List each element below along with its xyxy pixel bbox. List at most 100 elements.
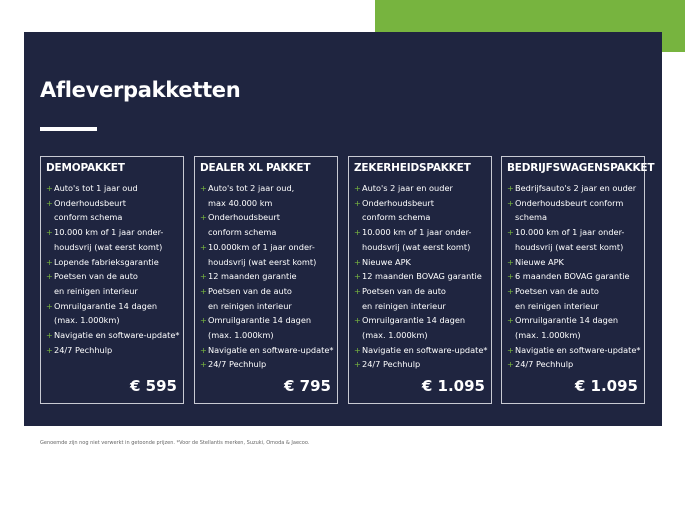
plus-icon: + xyxy=(507,183,514,193)
package-price: € 1.095 xyxy=(574,377,638,395)
package-name: BEDRIJFSWAGENSPAKKET xyxy=(507,162,655,174)
package-card: DEALER XL PAKKET + Auto's tot 2 jaar oud, m… xyxy=(194,156,338,404)
list-item: +24/7 Pechhulp xyxy=(46,343,181,358)
list-item: + Poetsen van de auto en reinigen interieu… xyxy=(507,284,642,313)
package-items: + Auto's tot 1 jaar oud + Onderhoudsbeurt co… xyxy=(46,181,181,357)
plus-icon: + xyxy=(507,344,514,355)
item-text: Navigatie en software-update* xyxy=(208,344,334,355)
item-text: Navigatie en software-update* xyxy=(362,344,488,355)
item-text: Poetsen van de auto xyxy=(54,271,138,282)
page-title: Afleverpakketten xyxy=(40,78,241,102)
plus-icon: + xyxy=(507,315,514,326)
list-item: + Onderhoudsbeurt conform schema xyxy=(200,210,335,239)
list-item: + Onderhoudsbeurt conform schema xyxy=(46,196,181,225)
item-text: 24/7 Pechhulp xyxy=(362,359,421,370)
list-item: +24/7 Pechhulp xyxy=(354,357,489,372)
item-text: Onderhoudsbeurt xyxy=(362,197,434,208)
item-text: houdsvrij (wat eerst komt) xyxy=(54,241,163,252)
list-item: +10.000 km of 1 jaar onder-houdsvrij (wa… xyxy=(46,225,181,254)
plus-icon: + xyxy=(200,285,207,296)
list-item: + Omruilgarantie 14 dagen (max. 1.000km) xyxy=(507,313,642,342)
item-text: Poetsen van de auto xyxy=(362,285,446,296)
plus-icon: + xyxy=(46,256,53,267)
item-text: Onderhoudsbeurt xyxy=(208,212,280,223)
list-item: + Onderhoudsbeurt conform schema xyxy=(507,196,642,225)
list-item: + Auto's 2 jaar en ouder xyxy=(354,181,489,196)
item-text: Auto's tot 1 jaar oud xyxy=(54,183,138,193)
item-text: houdsvrij (wat eerst komt) xyxy=(208,256,317,267)
plus-icon: + xyxy=(507,197,514,208)
list-item: + Auto's tot 2 jaar oud, max 40.000 km xyxy=(200,181,335,210)
plus-icon: + xyxy=(46,330,53,341)
plus-icon: + xyxy=(354,271,361,282)
package-items: + Bedrijfsauto's 2 jaar en ouder + Onderhou… xyxy=(507,181,642,372)
item-text: en reinigen interieur xyxy=(515,300,599,311)
list-item: +10.000km of 1 jaar onder-houdsvrij (wat… xyxy=(200,240,335,269)
item-text: Onderhoudsbeurt conform xyxy=(515,197,624,208)
list-item: + Omruilgarantie 14 dagen (max. 1.000km) xyxy=(354,313,489,342)
plus-icon: + xyxy=(200,212,207,223)
item-text: (max. 1.000km) xyxy=(362,330,428,341)
item-text: Nieuwe APK xyxy=(362,256,411,267)
item-text: (max. 1.000km) xyxy=(515,330,581,341)
item-text: 24/7 Pechhulp xyxy=(515,359,574,370)
item-text: Auto's 2 jaar en ouder xyxy=(362,183,453,193)
item-text: Omruilgarantie 14 dagen xyxy=(54,300,158,311)
item-text: Auto's tot 2 jaar oud, xyxy=(208,183,295,193)
item-text: 10.000 km of 1 jaar onder- xyxy=(515,227,625,238)
plus-icon: + xyxy=(200,344,207,355)
item-text: conform schema xyxy=(208,227,277,238)
list-item: + Lopende fabrieksgarantie xyxy=(46,255,181,270)
item-text: en reinigen interieur xyxy=(54,285,138,296)
package-card: ZEKERHEIDSPAKKET + Auto's 2 jaar en ouder +… xyxy=(348,156,492,404)
list-item: +24/7 Pechhulp xyxy=(507,357,642,372)
plus-icon: + xyxy=(354,359,361,370)
item-text: 24/7 Pechhulp xyxy=(54,344,113,355)
plus-icon: + xyxy=(200,271,207,282)
list-item: + Nieuwe APK xyxy=(507,255,642,270)
plus-icon: + xyxy=(354,256,361,267)
list-item: +24/7 Pechhulp xyxy=(200,357,335,372)
packages-panel xyxy=(24,32,662,426)
item-text: conform schema xyxy=(54,212,123,223)
plus-icon: + xyxy=(200,241,207,252)
list-item: + Poetsen van de auto en reinigen interieu… xyxy=(200,284,335,313)
item-text: max 40.000 km xyxy=(208,197,273,208)
list-item: +10.000 km of 1 jaar onder-houdsvrij (wa… xyxy=(354,225,489,254)
item-text: Onderhoudsbeurt xyxy=(54,197,126,208)
item-text: Navigatie en software-update* xyxy=(54,330,180,341)
list-item: +6 maanden BOVAG garantie xyxy=(507,269,642,284)
list-item: +10.000 km of 1 jaar onder-houdsvrij (wa… xyxy=(507,225,642,254)
plus-icon: + xyxy=(354,344,361,355)
plus-icon: + xyxy=(46,271,53,282)
item-text: 10.000 km of 1 jaar onder- xyxy=(362,227,472,238)
item-text: Bedrijfsauto's 2 jaar en ouder xyxy=(515,183,637,193)
item-text: 12 maanden garantie xyxy=(208,271,297,282)
list-item: +12 maanden BOVAG garantie xyxy=(354,269,489,284)
list-item: + Navigatie en software-update* xyxy=(354,343,489,358)
list-item: + Nieuwe APK xyxy=(354,255,489,270)
item-text: (max. 1.000km) xyxy=(208,330,274,341)
plus-icon: + xyxy=(507,285,514,296)
plus-icon: + xyxy=(507,227,514,238)
package-price: € 1.095 xyxy=(421,377,485,395)
plus-icon: + xyxy=(354,197,361,208)
list-item: + Omruilgarantie 14 dagen (max. 1.000km) xyxy=(200,313,335,342)
plus-icon: + xyxy=(46,300,53,311)
plus-icon: + xyxy=(46,197,53,208)
item-text: en reinigen interieur xyxy=(208,300,292,311)
item-text: Omruilgarantie 14 dagen xyxy=(515,315,619,326)
item-text: 10.000km of 1 jaar onder- xyxy=(208,241,315,252)
package-card: DEMOPAKKET + Auto's tot 1 jaar oud + Onderho… xyxy=(40,156,184,404)
item-text: houdsvrij (wat eerst komt) xyxy=(362,241,471,252)
list-item: + Auto's tot 1 jaar oud xyxy=(46,181,181,196)
package-items: + Auto's tot 2 jaar oud, max 40.000 km + Ond… xyxy=(200,181,335,372)
item-text: houdsvrij (wat eerst komt) xyxy=(515,241,624,252)
package-card: BEDRIJFSWAGENSPAKKET + Bedrijfsauto's 2 ja… xyxy=(501,156,655,404)
package-price: € 795 xyxy=(284,377,331,395)
item-text: Nieuwe APK xyxy=(515,256,564,267)
package-name: DEMOPAKKET xyxy=(46,162,125,174)
plus-icon: + xyxy=(507,359,514,370)
plus-icon: + xyxy=(507,256,514,267)
list-item: + Navigatie en software-update* xyxy=(46,328,181,343)
